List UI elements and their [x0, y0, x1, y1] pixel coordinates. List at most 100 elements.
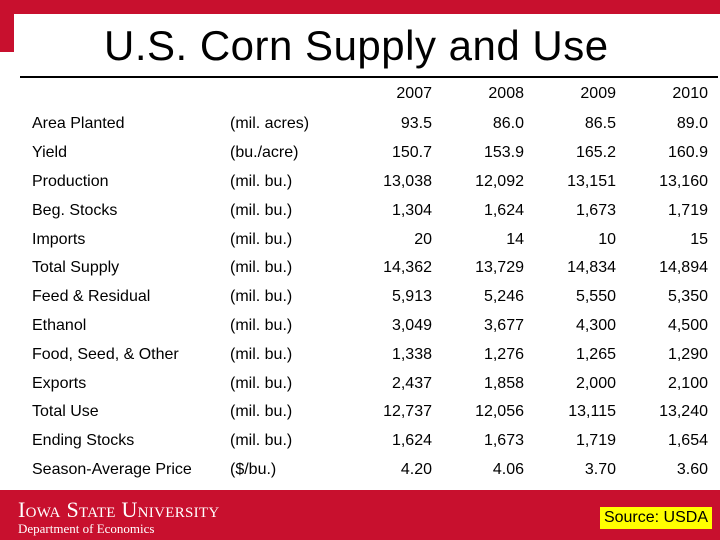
row-value: 14,834 — [567, 259, 616, 277]
slide-title: U.S. Corn Supply and Use — [104, 22, 609, 69]
row-value: 165.2 — [575, 144, 616, 162]
year-header: 2009 — [580, 85, 616, 102]
row-value: 3.70 — [584, 460, 616, 478]
row-label: Season-Average Price — [32, 460, 192, 478]
row-value: 20 — [414, 230, 432, 248]
row-label: Area Planted — [32, 115, 125, 133]
row-unit: (mil. bu.) — [230, 316, 293, 334]
row-value: 14,894 — [659, 259, 708, 277]
row-value: 1,624 — [391, 432, 432, 450]
row-unit: (mil. bu.) — [230, 172, 293, 190]
row-label: Food, Seed, & Other — [32, 345, 179, 363]
row-value: 5,350 — [667, 288, 708, 306]
table-row: Exports (mil. bu.) 2,437 1,858 2,000 2,100 — [20, 369, 718, 398]
row-value: 1,858 — [483, 374, 524, 392]
row-label: Beg. Stocks — [32, 201, 118, 219]
row-value: 4,300 — [575, 316, 616, 334]
row-label: Total Use — [32, 403, 99, 421]
table-row: Food, Seed, & Other (mil. bu.) 1,338 1,276 1… — [20, 340, 718, 369]
row-unit: (mil. bu.) — [230, 230, 293, 248]
row-label: Ending Stocks — [32, 432, 135, 450]
row-value: 1,624 — [483, 201, 524, 219]
row-value: 2,437 — [391, 374, 432, 392]
row-unit: (mil. bu.) — [230, 432, 293, 450]
row-value: 89.0 — [676, 115, 708, 133]
row-value: 13,160 — [659, 172, 708, 190]
table-row: Total Supply (mil. bu.) 14,362 13,729 14,834… — [20, 254, 718, 283]
table-row: Production (mil. bu.) 13,038 12,092 13,151 13… — [20, 168, 718, 197]
row-value: 4.06 — [492, 460, 524, 478]
row-unit: (mil. bu.) — [230, 201, 293, 219]
row-value: 13,240 — [659, 403, 708, 421]
table-row: Ethanol (mil. bu.) 3,049 3,677 4,300 4,500 — [20, 312, 718, 341]
row-value: 5,550 — [575, 288, 616, 306]
row-unit: ($/bu.) — [230, 460, 277, 478]
row-value: 1,290 — [667, 345, 708, 363]
row-label: Feed & Residual — [32, 288, 151, 306]
department-name: Department of Economics — [18, 521, 155, 536]
header-blank — [20, 78, 230, 110]
row-value: 12,092 — [475, 172, 524, 190]
table-row: Area Planted (mil. acres) 93.5 86.0 86.5 89.0 — [20, 110, 718, 139]
year-header: 2007 — [396, 85, 432, 102]
row-value: 5,913 — [391, 288, 432, 306]
row-label: Ethanol — [32, 316, 87, 334]
row-value: 86.5 — [584, 115, 616, 133]
table-row: Feed & Residual (mil. bu.) 5,913 5,246 5,550… — [20, 283, 718, 312]
row-unit: (bu./acre) — [230, 144, 299, 162]
row-value: 14 — [506, 230, 524, 248]
row-label: Total Supply — [32, 259, 120, 277]
row-value: 13,151 — [567, 172, 616, 190]
row-unit: (mil. bu.) — [230, 345, 293, 363]
row-value: 150.7 — [391, 144, 432, 162]
table-header-row: 2007 2008 2009 2010 — [20, 78, 718, 110]
row-value: 12,737 — [383, 403, 432, 421]
row-unit: (mil. bu.) — [230, 259, 293, 277]
row-value: 1,304 — [391, 201, 432, 219]
row-unit: (mil. bu.) — [230, 374, 293, 392]
row-unit: (mil. acres) — [230, 115, 310, 133]
row-value: 1,719 — [667, 201, 708, 219]
source-note: Source: USDA — [599, 507, 712, 529]
corner-accent-cutout — [14, 14, 52, 52]
row-value: 3,049 — [391, 316, 432, 334]
row-value: 2,000 — [575, 374, 616, 392]
table-row: Ending Stocks (mil. bu.) 1,624 1,673 1,719 1,… — [20, 427, 718, 456]
row-value: 153.9 — [483, 144, 524, 162]
row-value: 1,265 — [575, 345, 616, 363]
row-value: 86.0 — [492, 115, 524, 133]
row-value: 160.9 — [667, 144, 708, 162]
table-row: Total Use (mil. bu.) 12,737 12,056 13,115 13,… — [20, 398, 718, 427]
row-value: 1,338 — [391, 345, 432, 363]
row-value: 4.20 — [400, 460, 432, 478]
row-label: Exports — [32, 374, 87, 392]
table-row: Yield (bu./acre) 150.7 153.9 165.2 160.9 — [20, 139, 718, 168]
row-value: 13,038 — [383, 172, 432, 190]
row-value: 93.5 — [400, 115, 432, 133]
row-value: 13,115 — [568, 403, 616, 421]
row-label: Yield — [32, 144, 67, 162]
table-row: Season-Average Price ($/bu.) 4.20 4.06 3.70 3… — [20, 456, 718, 485]
row-value: 1,719 — [575, 432, 616, 450]
row-unit: (mil. bu.) — [230, 288, 293, 306]
row-value: 14,362 — [383, 259, 432, 277]
year-header: 2010 — [672, 85, 708, 102]
university-logo-wordmark: Iowa State University — [18, 497, 220, 522]
row-label: Imports — [32, 230, 86, 248]
row-unit: (mil. bu.) — [230, 403, 293, 421]
row-value: 15 — [690, 230, 708, 248]
row-value: 2,100 — [667, 374, 708, 392]
row-value: 1,673 — [483, 432, 524, 450]
row-value: 4,500 — [667, 316, 708, 334]
row-value: 12,056 — [475, 403, 524, 421]
row-value: 13,729 — [475, 259, 524, 277]
row-value: 5,246 — [483, 288, 524, 306]
row-value: 1,276 — [483, 345, 524, 363]
title-rule — [20, 76, 718, 78]
row-value: 3.60 — [676, 460, 708, 478]
header-blank — [230, 78, 350, 110]
row-label: Production — [32, 172, 109, 190]
table-row: Beg. Stocks (mil. bu.) 1,304 1,624 1,673 1,71… — [20, 196, 718, 225]
table-row: Imports (mil. bu.) 20 14 10 15 — [20, 225, 718, 254]
row-value: 1,654 — [667, 432, 708, 450]
